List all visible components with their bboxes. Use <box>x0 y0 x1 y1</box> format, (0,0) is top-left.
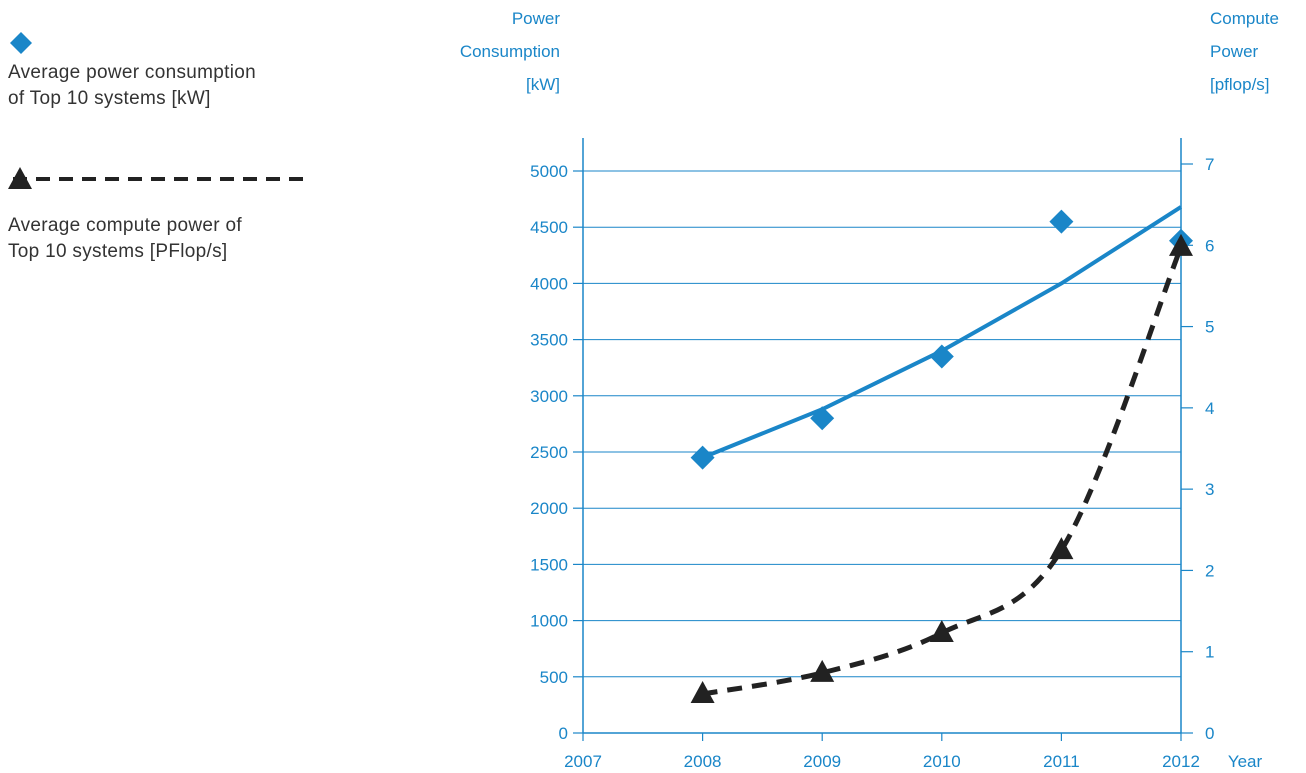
x-tick-label: 2012 <box>1162 752 1200 771</box>
right-axis-title: Compute <box>1210 9 1279 28</box>
power-point <box>810 406 835 431</box>
power-point <box>1049 209 1074 234</box>
legend-label-compute-1: Average compute power of <box>8 215 242 236</box>
x-tick-label: 2008 <box>684 752 722 771</box>
right-tick-label: 2 <box>1205 561 1214 580</box>
compute-point <box>1049 537 1074 560</box>
compute-point <box>810 659 835 682</box>
right-tick-label: 4 <box>1205 399 1214 418</box>
right-axis-title: [pflop/s] <box>1210 75 1270 94</box>
legend-label-power-1: Average power consumption <box>8 62 256 83</box>
triangle-dashed-line-icon <box>8 167 306 189</box>
right-tick-label: 6 <box>1205 236 1214 255</box>
compute-trend-line <box>702 245 1184 697</box>
x-tick-label: 2010 <box>923 752 961 771</box>
left-tick-label: 3000 <box>530 387 568 406</box>
right-tick-label: 0 <box>1205 724 1214 743</box>
left-tick-label: 1000 <box>530 612 568 631</box>
power-trend-line <box>701 205 1183 460</box>
left-axis-title: Power <box>512 9 561 28</box>
left-tick-label: 4500 <box>530 218 568 237</box>
legend-item-compute: Average compute power of Top 10 systems … <box>8 165 308 265</box>
left-tick-label: 2000 <box>530 499 568 518</box>
left-tick-label: 3500 <box>530 331 568 350</box>
x-tick-label: 2007 <box>564 752 602 771</box>
diamond-marker-icon <box>10 32 32 54</box>
compute-point <box>1169 233 1193 256</box>
compute-point <box>929 620 954 643</box>
left-axis-title: Consumption <box>460 42 560 61</box>
left-tick-label: 500 <box>540 668 568 687</box>
legend-item-power: Average power consumption of Top 10 syst… <box>8 30 256 112</box>
left-axis-title: [kW] <box>526 75 560 94</box>
right-tick-label: 3 <box>1205 480 1214 499</box>
left-tick-label: 2500 <box>530 443 568 462</box>
right-tick-label: 1 <box>1205 643 1214 662</box>
x-tick-label: 2011 <box>1043 752 1080 771</box>
right-axis-title: Power <box>1210 42 1259 61</box>
left-tick-label: 0 <box>559 724 568 743</box>
power-point <box>690 445 715 470</box>
x-tick-label: 2009 <box>803 752 841 771</box>
left-tick-label: 4000 <box>530 274 568 293</box>
left-tick-label: 1500 <box>530 555 568 574</box>
right-tick-label: 7 <box>1205 155 1214 174</box>
right-tick-label: 5 <box>1205 318 1214 337</box>
power-point <box>929 344 954 369</box>
legend-label-compute-2: Top 10 systems [PFlop/s] <box>8 241 228 262</box>
compute-point <box>690 680 715 703</box>
legend-label-power-2: of Top 10 systems [kW] <box>8 88 211 109</box>
left-tick-label: 5000 <box>530 162 568 181</box>
x-axis-label: Year <box>1228 752 1263 771</box>
